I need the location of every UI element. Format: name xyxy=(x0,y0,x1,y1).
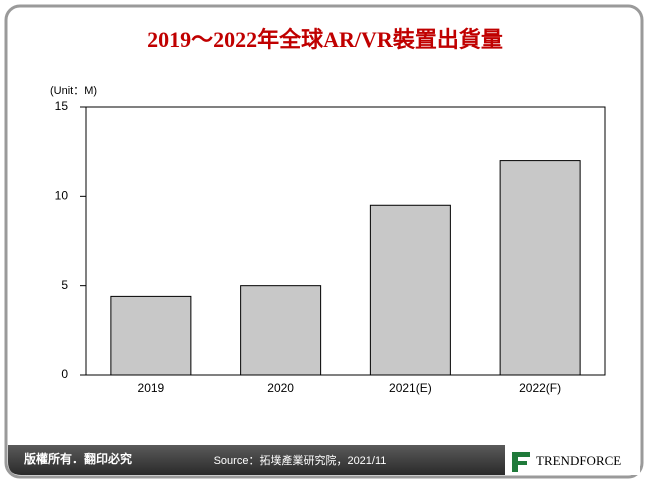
bar xyxy=(110,295,192,376)
bar xyxy=(499,160,581,376)
source: Source：拓墣產業研究院，2021/11 xyxy=(214,453,387,467)
x-tick-label: 2020 xyxy=(267,381,294,395)
y-tick-label: 5 xyxy=(61,278,68,292)
y-tick-label: 0 xyxy=(61,367,68,381)
chart-title: 2019～2022年全球AR/VR裝置出貨量 xyxy=(147,27,503,52)
footer-bar xyxy=(8,445,640,475)
y-axis-label: (Unit：M) xyxy=(50,85,97,97)
bar xyxy=(240,285,322,376)
bar xyxy=(369,204,451,376)
plot-frame xyxy=(85,106,606,376)
logo-text: TRENDFORCE xyxy=(536,453,621,468)
x-tick-label: 2022(F) xyxy=(519,381,561,395)
logo-area xyxy=(505,445,640,475)
logo-icon xyxy=(512,452,530,472)
y-tick-label: 15 xyxy=(55,99,69,113)
copyright: 版權所有．翻印必究 xyxy=(24,451,132,466)
x-tick-label: 2019 xyxy=(138,381,165,395)
x-tick-label: 2021(E) xyxy=(389,381,432,395)
y-tick-label: 10 xyxy=(55,189,69,203)
